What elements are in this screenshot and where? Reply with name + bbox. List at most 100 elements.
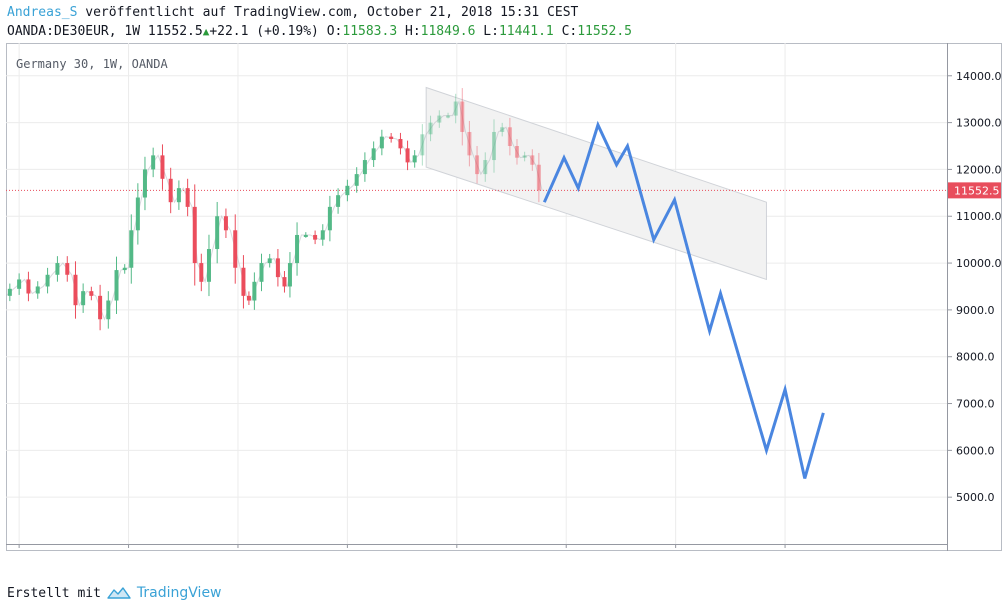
candle-body	[135, 197, 140, 231]
candle-body	[437, 115, 442, 123]
candle-body	[160, 155, 165, 179]
candle-body	[215, 216, 220, 250]
candle-body	[275, 258, 280, 278]
candle-body	[327, 206, 332, 231]
candle-body	[412, 155, 417, 163]
candle-body	[398, 138, 403, 149]
candle-body	[303, 234, 308, 237]
symbol-label: OANDA:DE30EUR, 1W	[7, 24, 141, 39]
last-price: 11552.5	[147, 24, 203, 39]
candle-body	[475, 155, 480, 175]
candle-body	[35, 286, 40, 294]
candle-body	[106, 300, 111, 320]
candle-body	[267, 258, 272, 264]
chart-title: Germany 30, 1W, OANDA	[16, 57, 168, 71]
candle-body	[313, 234, 318, 240]
price-tick-label: 10000.0	[956, 257, 1002, 270]
candle-body	[206, 249, 211, 282]
candle-body	[89, 291, 94, 296]
candle-body	[336, 195, 341, 207]
candle-body	[252, 281, 257, 301]
candle-body	[379, 136, 384, 149]
current-price-badge	[948, 182, 1001, 199]
candle-body	[241, 267, 246, 296]
candle-body	[129, 230, 134, 268]
candle-body	[287, 263, 292, 287]
candle-body	[142, 169, 147, 198]
candle-body	[354, 174, 359, 186]
chart-area[interactable]: 5000.0 6000.0 7000.0 8000.0 9000.0 10000.0 110…	[4, 43, 1002, 567]
high-label: H:	[405, 24, 421, 39]
current-price-label: 11552.5	[954, 184, 1000, 197]
candle-body	[405, 148, 410, 163]
candle-body	[428, 122, 433, 135]
candle-body	[467, 131, 472, 156]
candle-body	[259, 263, 264, 282]
candle-body	[446, 115, 451, 118]
price-change: +22.1 (+0.19%)	[209, 24, 319, 39]
close-value: 11552.5	[577, 24, 633, 39]
chart-header-line1: Andreas_S veröffentlicht auf TradingView…	[7, 5, 578, 20]
candle-body	[530, 155, 535, 165]
price-tick-label: 5000.0	[956, 491, 995, 504]
candle-body	[320, 230, 325, 240]
price-axis[interactable]: 5000.0 6000.0 7000.0 8000.0 9000.0 10000.0 110…	[947, 70, 1002, 504]
price-tick-label: 6000.0	[956, 444, 995, 457]
price-tick-label: 14000.0	[956, 70, 1002, 83]
open-label: O:	[326, 24, 343, 39]
price-tick-label: 9000.0	[956, 304, 995, 317]
candle-body	[168, 178, 173, 203]
candle-body	[98, 295, 103, 320]
forecast-line[interactable]	[542, 120, 825, 479]
ohlc-line: OANDA:DE30EUR, 1W 11552.5▲+22.1 (+0.19%)…	[7, 24, 632, 39]
price-tick-label: 8000.0	[956, 351, 995, 364]
candle-body	[192, 206, 197, 264]
price-tick-label: 11000.0	[956, 210, 1002, 223]
candle-body	[371, 148, 376, 161]
candle-body	[114, 270, 119, 301]
candle-body	[460, 101, 465, 132]
close-label: C:	[561, 24, 578, 39]
candle-body	[17, 279, 22, 289]
candle-body	[199, 263, 204, 282]
footer-created-with: Erstellt mit	[7, 585, 101, 601]
candle-body	[522, 155, 527, 158]
candle-body	[514, 146, 519, 158]
candle-body	[507, 127, 512, 147]
candle-body	[45, 274, 50, 287]
author-name[interactable]: Andreas_S	[7, 5, 78, 20]
candle-body	[389, 136, 394, 139]
candle-body	[151, 155, 156, 170]
price-tick-label: 12000.0	[956, 163, 1002, 176]
candle-body	[295, 234, 300, 264]
high-value: 11849.6	[420, 24, 476, 39]
price-tick-label: 13000.0	[956, 117, 1002, 130]
candle-body	[185, 188, 190, 207]
candle-body	[233, 230, 238, 268]
candle-body	[223, 216, 228, 231]
candle-body	[483, 160, 488, 175]
tradingview-logo-icon	[107, 587, 131, 599]
candle-body	[282, 277, 287, 287]
low-label: L:	[483, 24, 499, 39]
candle-body	[55, 263, 60, 275]
price-tick-label: 7000.0	[956, 398, 995, 411]
chart-svg[interactable]: 5000.0 6000.0 7000.0 8000.0 9000.0 10000.0 110…	[4, 43, 1002, 567]
candle-body	[81, 291, 86, 306]
candle-body	[362, 160, 367, 175]
candle-body	[65, 263, 70, 275]
candle-body	[500, 127, 505, 132]
candle-body	[420, 134, 425, 156]
footer-brand[interactable]: TradingView	[136, 585, 222, 601]
candle-body	[492, 131, 497, 161]
regression-channel[interactable]	[425, 86, 767, 281]
candle-body	[7, 288, 12, 296]
candle-body	[345, 185, 350, 196]
up-arrow-icon: ▲	[202, 25, 210, 38]
candle-body	[453, 101, 458, 116]
candle-body	[246, 295, 251, 301]
candle-body	[73, 274, 78, 306]
candle-body	[176, 188, 181, 203]
candle-body	[536, 164, 541, 191]
candle-body	[122, 267, 127, 271]
